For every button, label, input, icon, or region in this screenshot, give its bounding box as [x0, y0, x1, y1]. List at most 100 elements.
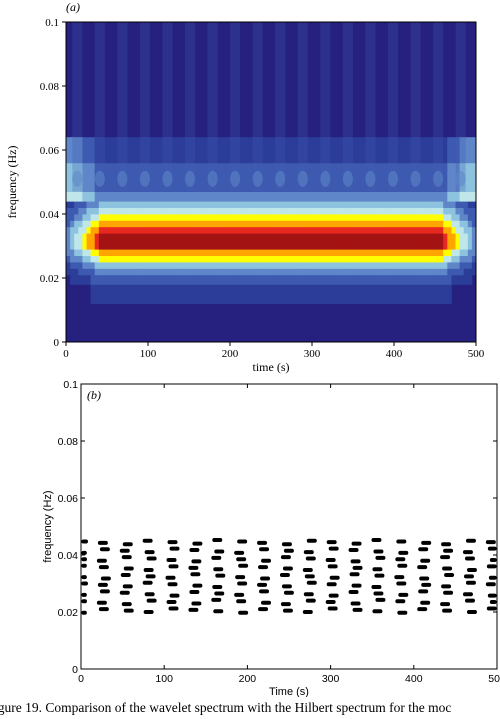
- y-axis-label-a: frequency (Hz): [5, 146, 19, 219]
- heatmap-cell: [160, 137, 165, 164]
- hilbert-point: [258, 565, 269, 570]
- heatmap-cell: [361, 255, 366, 263]
- heatmap-cell: [119, 255, 124, 263]
- heatmap-cell: [152, 268, 157, 276]
- heatmap-cell: [451, 226, 456, 234]
- heatmap-cell: [143, 274, 149, 285]
- heatmap-cell: [78, 268, 83, 276]
- heatmap-cell: [258, 268, 264, 276]
- heatmap-stripe: [297, 22, 308, 192]
- heatmap-cell: [340, 274, 346, 285]
- heatmap-cell: [357, 249, 362, 256]
- panel-label-a: (a): [66, 0, 80, 14]
- heatmap-cell: [176, 284, 182, 304]
- heatmap-cell: [332, 226, 337, 234]
- heatmap-cell: [443, 214, 448, 221]
- hilbert-point: [237, 539, 248, 544]
- heatmap-cell: [107, 284, 112, 304]
- heatmap-cell: [66, 220, 71, 228]
- heatmap-cell: [365, 214, 370, 221]
- heatmap-cell: [70, 201, 75, 208]
- heatmap-cell: [82, 249, 87, 256]
- hilbert-point: [417, 565, 428, 570]
- heatmap-cell: [238, 137, 243, 164]
- heatmap-cell: [197, 262, 202, 269]
- hilbert-point: [280, 602, 291, 607]
- hilbert-point: [167, 540, 178, 545]
- heatmap-cell: [410, 207, 415, 215]
- heatmap-cell: [422, 207, 428, 215]
- heatmap-cell: [143, 284, 149, 304]
- heatmap-cell: [152, 249, 157, 256]
- heatmap-stripe: [94, 22, 105, 192]
- heatmap-cell: [398, 249, 403, 256]
- heatmap-cell: [344, 255, 350, 263]
- heatmap-cell: [303, 214, 309, 221]
- heatmap-cell: [123, 249, 128, 256]
- heatmap-cell: [430, 284, 436, 304]
- heatmap-cell: [328, 284, 333, 304]
- heatmap-cell: [443, 220, 448, 228]
- hilbert-point: [417, 607, 428, 612]
- heatmap-cell: [258, 255, 264, 263]
- heatmap-cell: [176, 249, 182, 256]
- heatmap-cell: [127, 191, 132, 202]
- heatmap-cell: [348, 284, 354, 304]
- heatmap-cell: [295, 255, 301, 263]
- heatmap-cell: [205, 191, 210, 202]
- heatmap-cell: [381, 249, 387, 256]
- hilbert-point: [397, 563, 408, 568]
- heatmap-lobe: [275, 170, 286, 187]
- heatmap-cell: [66, 201, 71, 208]
- heatmap-cell: [385, 274, 391, 285]
- heatmap-cell: [414, 268, 419, 276]
- heatmap-cell: [107, 249, 112, 256]
- x-tick-label-b: 200: [239, 673, 257, 685]
- heatmap-cell: [283, 207, 288, 215]
- heatmap-cell: [111, 255, 116, 263]
- heatmap-cell: [463, 262, 469, 269]
- heatmap-cell: [102, 220, 108, 228]
- heatmap-cell: [316, 284, 321, 304]
- hilbert-point: [97, 582, 108, 587]
- heatmap-cell: [463, 233, 469, 250]
- heatmap-cell: [250, 233, 255, 250]
- heatmap-cell: [107, 255, 112, 263]
- heatmap-cell: [242, 233, 247, 250]
- heatmap-cell: [357, 255, 362, 263]
- heatmap-cell: [266, 249, 272, 256]
- heatmap-cell: [70, 249, 75, 256]
- heatmap-cell: [184, 137, 190, 164]
- heatmap-cell: [291, 191, 296, 202]
- heatmap-cell: [353, 268, 358, 276]
- heatmap-cell: [385, 162, 391, 192]
- heatmap-cell: [201, 214, 206, 221]
- heatmap-cell: [307, 274, 313, 285]
- hilbert-point: [121, 602, 132, 607]
- hilbert-point: [98, 607, 109, 612]
- heatmap-cell: [209, 220, 214, 228]
- heatmap-cell: [398, 207, 403, 215]
- heatmap-cell: [336, 284, 342, 304]
- heatmap-cell: [353, 249, 358, 256]
- heatmap-cell: [279, 268, 284, 276]
- heatmap-cell: [451, 262, 456, 269]
- heatmap-cell: [123, 255, 128, 263]
- heatmap-cell: [127, 284, 132, 304]
- heatmap-cell: [78, 274, 83, 285]
- heatmap-cell: [312, 284, 317, 304]
- heatmap-cell: [467, 214, 473, 221]
- heatmap-cell: [459, 233, 465, 250]
- heatmap-cell: [373, 262, 378, 269]
- heatmap-cell: [246, 220, 251, 228]
- heatmap-cell: [336, 220, 342, 228]
- heatmap-cell: [246, 207, 251, 215]
- heatmap-cell: [394, 226, 399, 234]
- heatmap-cell: [82, 262, 87, 269]
- heatmap-cell: [291, 137, 296, 164]
- heatmap-cell: [340, 255, 346, 263]
- heatmap-cell: [295, 220, 301, 228]
- heatmap-cell: [361, 226, 366, 234]
- heatmap-cell: [307, 214, 313, 221]
